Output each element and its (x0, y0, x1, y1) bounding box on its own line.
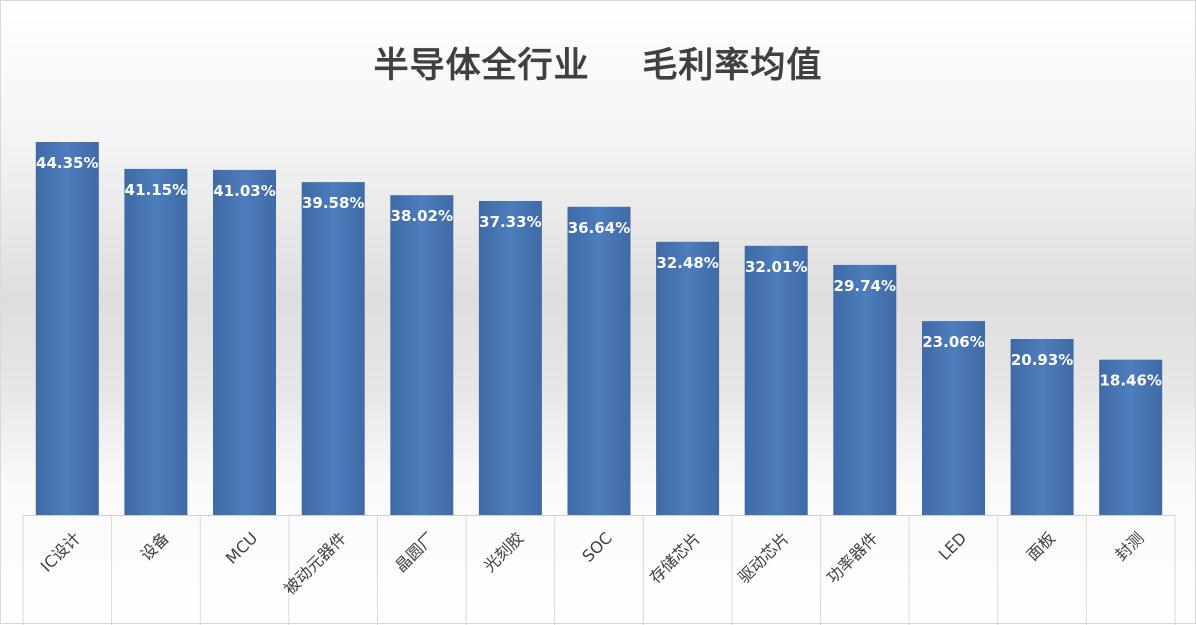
value-label: 32.48% (656, 254, 718, 272)
category-label: IC设计 (37, 528, 84, 575)
bar (301, 182, 365, 515)
category-label: 被动元器件 (280, 528, 350, 598)
value-label: 41.15% (125, 181, 187, 199)
value-label: 36.64% (568, 219, 630, 237)
bar (922, 321, 985, 515)
category-label: 功率器件 (823, 528, 882, 587)
value-label: 39.58% (302, 194, 364, 212)
bar (213, 169, 276, 515)
value-label: 29.74% (834, 277, 896, 295)
category-label: 晶圆厂 (391, 528, 438, 575)
category-label: 封测 (1111, 528, 1147, 564)
bar (833, 264, 897, 515)
value-label: 18.46% (1099, 372, 1161, 390)
category-label: SOC (578, 528, 615, 565)
category-label: 面板 (1023, 528, 1059, 564)
value-label: 38.02% (391, 207, 453, 225)
category-label: 光刻胶 (480, 528, 527, 575)
bar (567, 206, 631, 516)
value-label: 44.35% (36, 154, 98, 172)
value-label: 41.03% (213, 182, 275, 200)
category-label: MCU (222, 528, 261, 567)
value-label: 37.33% (479, 213, 541, 231)
category-label: 存储芯片 (646, 528, 705, 587)
bar (656, 241, 720, 516)
bar (1099, 359, 1163, 515)
x-ticks-group (22, 515, 1176, 625)
bar (390, 195, 454, 515)
bars-group (35, 142, 1163, 516)
value-label: 20.93% (1011, 351, 1073, 369)
category-label: 设备 (137, 528, 173, 564)
category-label: 驱动芯片 (734, 528, 793, 587)
bar (1010, 339, 1074, 515)
bar (35, 142, 99, 515)
bar (124, 168, 188, 515)
value-label: 23.06% (922, 333, 984, 351)
category-label: LED (935, 528, 971, 564)
value-labels-group: 44.35% 41.15% 41.03% 39.58% 38.02% 37.33% 36.6… (36, 154, 1162, 390)
chart-title: 半导体全行业 毛利率均值 (373, 46, 823, 86)
bar (744, 245, 808, 516)
value-label: 32.01% (745, 258, 807, 276)
bar (478, 201, 542, 515)
category-labels-group: IC设计 设备 MCU 被动元器件 晶圆厂 光刻胶 SOC 存储芯片 驱动芯片 功率器件 LED 面板… (37, 528, 1148, 598)
